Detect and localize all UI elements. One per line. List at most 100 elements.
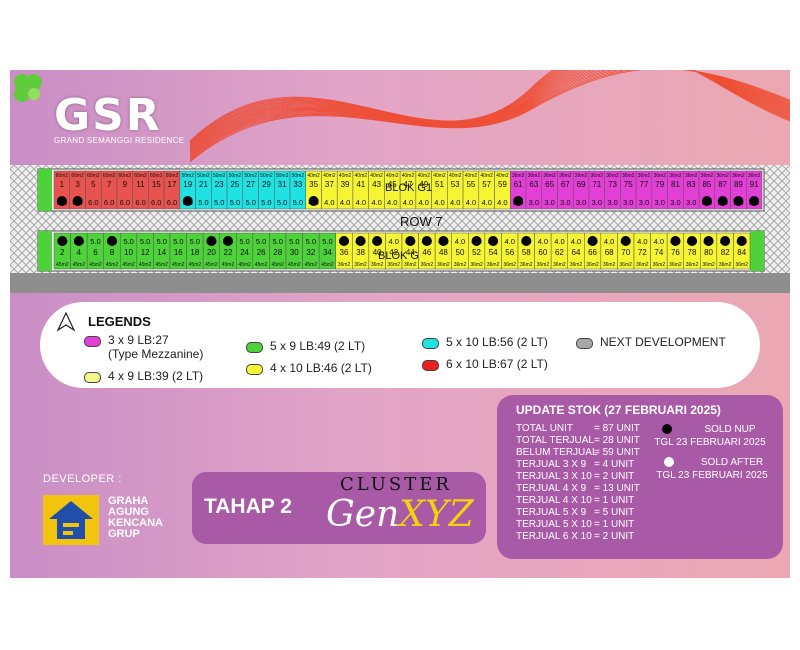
lot-width-label: 3.0	[639, 198, 649, 207]
legend-item: 6 x 10 LB:67 (2 LT)	[446, 357, 548, 371]
clover-icon	[14, 74, 42, 102]
lot-number-label: 14	[157, 248, 166, 257]
legend-item: 4 x 9 LB:39 (2 LT)	[108, 369, 204, 383]
lot-area-label: 36m2	[537, 262, 550, 268]
developer-name: GRAHA AGUNG KENCANA GRUP	[108, 495, 163, 540]
lot-area-label: 36m2	[686, 262, 699, 268]
lot-area-label: 45m2	[271, 262, 284, 268]
sold-nup-marker	[471, 236, 482, 246]
lot-number-label: 24	[240, 248, 249, 257]
lot-width-label: 5.0	[173, 237, 183, 246]
lot-number-label: 58	[522, 248, 531, 257]
lot-number-label: 62	[555, 248, 564, 257]
lot-number-label: 83	[687, 180, 696, 189]
sold-nup-marker	[703, 236, 714, 246]
lot-area-label: 50m2	[213, 173, 226, 179]
sold-nup-marker	[670, 236, 681, 246]
lot-number-label: 80	[704, 248, 713, 257]
lot-area-label: 45m2	[73, 262, 86, 268]
legend-swatch	[422, 338, 439, 349]
lot-number-label: 31	[278, 180, 287, 189]
legend-swatch	[246, 342, 263, 353]
cluster-label: CLUSTER	[340, 474, 452, 495]
row-label: ROW 7	[400, 214, 443, 229]
stock-row: TERJUAL 4 X 10 = 1 UNIT	[516, 495, 635, 506]
sold-nup-marker	[687, 236, 697, 246]
lot-area-label: 45m2	[205, 262, 218, 268]
lot-width-label: 4.0	[434, 198, 444, 207]
lot-number-label: 85	[702, 180, 711, 189]
lot-width-label: 3.0	[655, 198, 665, 207]
lot-width-label: 4.0	[604, 237, 614, 246]
lot-area-label: 36m2	[669, 173, 682, 179]
lot-number-label: 61	[514, 180, 523, 189]
lot-area-label: 40m2	[402, 173, 415, 179]
lot-width-label: 3.0	[529, 198, 539, 207]
lot-area-label: 45m2	[139, 262, 152, 268]
north-arrow-icon	[56, 311, 76, 332]
lot-width-label: 4.0	[340, 198, 350, 207]
tahap-label: TAHAP 2	[204, 495, 292, 518]
lot-area-label: 50m2	[197, 173, 210, 179]
lot-number-label: 75	[624, 180, 633, 189]
brand-tagline: GRAND SEMANGGI RESIDENCE	[54, 136, 185, 145]
lot-width-label: 4.0	[554, 237, 564, 246]
lot-area-label: 45m2	[238, 262, 251, 268]
lot-area-label: 45m2	[189, 262, 202, 268]
lot-number-label: 82	[721, 248, 730, 257]
lot-number-label: 41	[356, 180, 365, 189]
lot-area-label: 36m2	[622, 173, 635, 179]
lot-number-label: 38	[356, 248, 365, 257]
lot-area-label: 50m2	[276, 173, 289, 179]
lot-area-label: 36m2	[719, 262, 732, 268]
lot-width-label: 3.0	[560, 198, 570, 207]
lot-number-label: 87	[718, 180, 727, 189]
lot-number-label: 51	[435, 180, 444, 189]
lot-number-label: 54	[489, 248, 498, 257]
lot-area-label: 36m2	[748, 173, 761, 179]
lot-area-label: 40m2	[323, 173, 336, 179]
stock-row: BELUM TERJUAL = 59 UNIT	[516, 447, 640, 458]
lot-area-label: 45m2	[106, 262, 119, 268]
lot-number-label: 63	[529, 180, 538, 189]
lot-area-label: 36m2	[701, 173, 714, 179]
lot-area-label: 45m2	[222, 262, 235, 268]
lot-number-label: 36	[340, 248, 349, 257]
lot-area-label: 36m2	[387, 262, 400, 268]
lot-width-label: 4.0	[403, 198, 413, 207]
legend-swatch	[422, 360, 439, 371]
stock-row: TERJUAL 5 X 9 = 5 UNIT	[516, 507, 635, 518]
lot-area-label: 36m2	[454, 262, 467, 268]
stock-row: TERJUAL 4 X 9 = 13 UNIT	[516, 483, 640, 494]
lot-number-label: 66	[588, 248, 597, 257]
lot-width-label: 5.0	[90, 237, 100, 246]
lot-area-label: 40m2	[386, 173, 399, 179]
legend-item: NEXT DEVELOPMENT	[600, 335, 726, 349]
lot-width-label: 5.0	[277, 198, 287, 207]
lot-area-label: 36m2	[470, 262, 483, 268]
lot-area-label: 40m2	[417, 173, 430, 179]
lot-number-label: 37	[325, 180, 334, 189]
lot-width-label: 3.0	[576, 198, 586, 207]
lot-width-label: 5.0	[261, 198, 271, 207]
lot-width-label: 4.0	[324, 198, 334, 207]
sold-nup-marker	[736, 236, 747, 246]
lot-area-label: 36m2	[520, 262, 533, 268]
lot-area-label: 40m2	[496, 173, 509, 179]
lot-area-label: 36m2	[669, 262, 682, 268]
lot-area-label: 36m2	[354, 262, 367, 268]
lot-number-label: 68	[605, 248, 614, 257]
green-buffer-right-bottom	[750, 231, 764, 271]
lot-area-label: 36m2	[421, 262, 434, 268]
lot-width-label: 5.0	[140, 237, 150, 246]
lot-number-label: 1	[60, 180, 65, 189]
wave-line	[189, 70, 790, 142]
lot-width-label: 5.0	[289, 237, 299, 246]
lot-number-label: 3	[75, 180, 80, 189]
lot-area-label: 45m2	[305, 262, 318, 268]
lot-width-label: 6.0	[135, 198, 145, 207]
lot-width-label: 4.0	[538, 237, 548, 246]
lot-area-label: 40m2	[465, 173, 478, 179]
lot-area-label: 36m2	[528, 173, 541, 179]
lot-number-label: 84	[737, 248, 746, 257]
